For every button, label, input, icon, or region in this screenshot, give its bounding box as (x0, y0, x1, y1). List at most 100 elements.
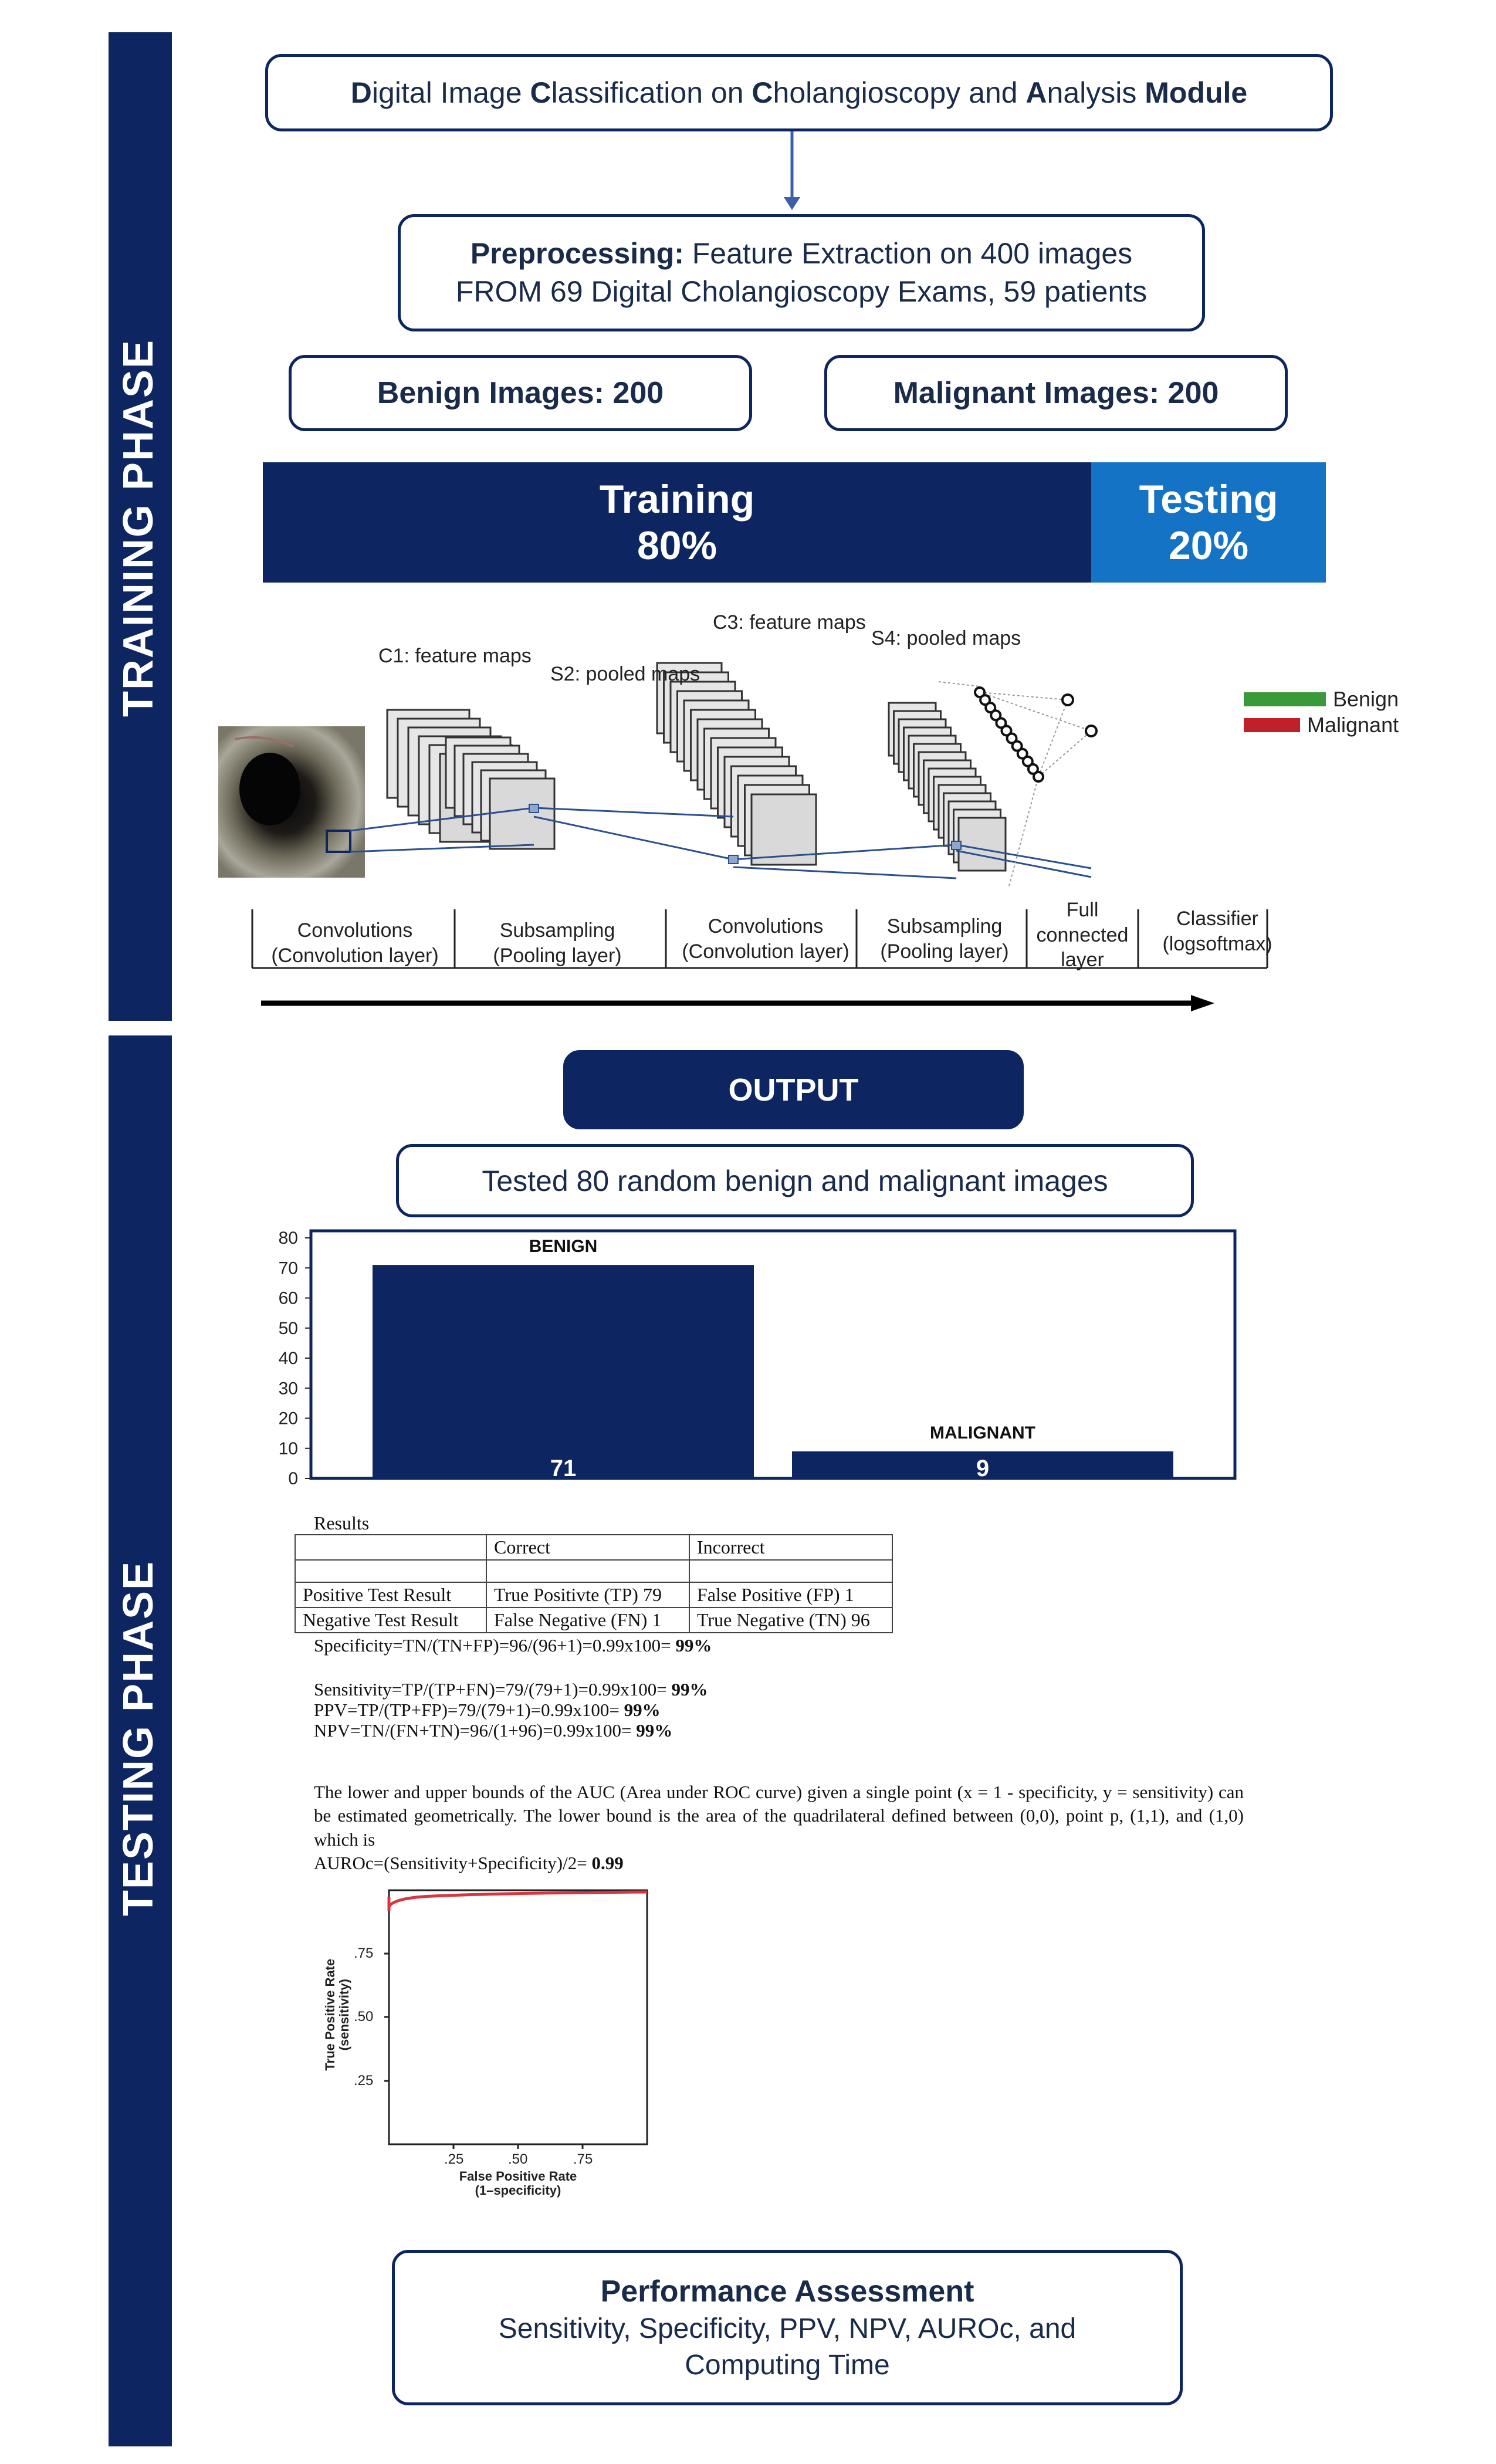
roc-xlabel: False Positive Rate (1–specificity) (459, 2169, 577, 2198)
s2-label: S2: pooled maps (550, 663, 700, 685)
bar-value-label: 71 (550, 1456, 577, 1481)
preprocessing-label: Preprocessing: (470, 237, 684, 270)
test-results-bar-chart: 80 70 60 50 40 30 20 10 0 BENIGN 71 MALIGNANT 9 (279, 1228, 1237, 1488)
training-split: Training 80% (263, 462, 1091, 583)
stage-convolutions-2: Convolutions (Convolution layer) (682, 915, 849, 963)
malignant-images-label: Malignant Images: 200 (893, 376, 1219, 410)
c3-label: C3: feature maps (713, 611, 866, 634)
table-header-cell: Correct (486, 1534, 690, 1561)
roc-curve-chart (384, 1889, 648, 2149)
module-title-part: holangioscopy and (773, 76, 1026, 109)
y-tick-label: 40 (279, 1349, 298, 1368)
layer-connectors (350, 807, 1092, 879)
pipeline-arrow (261, 995, 1214, 1011)
module-title-part: C (752, 76, 773, 109)
training-pct: 80% (637, 523, 717, 568)
ppv-formula: PPV=TP/(TP+FP)=79/(79+1)=0.99x100= 99% (314, 1700, 661, 1720)
roc-ticks (384, 1952, 584, 2149)
benign-images-box: Benign Images: 200 (289, 355, 752, 431)
y-tick-label: 10 (279, 1439, 298, 1458)
module-title-part: nalysis (1047, 76, 1145, 109)
tested-box: Tested 80 random benign and malignant im… (396, 1144, 1194, 1217)
preprocessing-line1: Feature Extraction on 400 images (683, 237, 1133, 270)
malignant-legend-label: Malignant (1307, 713, 1399, 737)
stage-subsampling-2: Subsampling (Pooling layer) (880, 915, 1009, 963)
stage-dividers (251, 909, 1268, 969)
table-row: Positive Test Result True Positivte (TP)… (295, 1582, 893, 1608)
y-tick-label: 20 (279, 1409, 298, 1429)
roc-ytick: .75 (354, 1945, 374, 1961)
down-arrow-icon (784, 131, 800, 210)
auc-paragraph: The lower and upper bounds of the AUC (A… (314, 1782, 1244, 1850)
y-tick-label: 60 (279, 1289, 298, 1308)
output-box: OUTPUT (563, 1050, 1024, 1129)
table-row: Negative Test Result False Negative (FN)… (295, 1607, 893, 1633)
y-tick-label: 70 (279, 1258, 298, 1278)
stage-convolutions-1: Convolutions (Convolution layer) (271, 919, 439, 967)
bar-category-label: MALIGNANT (930, 1423, 1035, 1443)
table-header-cell (295, 1534, 487, 1561)
output-label: OUTPUT (728, 1072, 859, 1108)
module-title-part: lassification on (551, 76, 752, 109)
cholangioscopy-image (218, 726, 365, 878)
results-caption: Results (314, 1512, 370, 1534)
stage-classifier: Classifier (logsoftmax) (1162, 908, 1272, 955)
bar-malignant (792, 1451, 1173, 1478)
roc-xtick: .75 (573, 2151, 593, 2167)
cnn-architecture-diagram (218, 662, 1268, 1011)
roc-ytick: .50 (354, 2009, 374, 2025)
preprocessing-line2: FROM 69 Digital Cholangioscopy Exams, 59… (455, 275, 1148, 308)
auroc-formula: AUROc=(Sensitivity+Specificity)/2= 0.99 (314, 1853, 624, 1873)
module-title-text: Digital Image Classification on Cholangi… (351, 76, 1248, 110)
performance-assessment-box: Performance Assessment Sensitivity, Spec… (392, 2250, 1183, 2405)
testing-phase-label: TESTING PHASE (115, 1560, 162, 1917)
module-title-box: Digital Image Classification on Cholangi… (265, 54, 1333, 131)
stage-full-connected: Full connected layer (1036, 899, 1129, 971)
roc-curve (387, 1890, 648, 1908)
y-tick-label: 0 (288, 1469, 298, 1488)
specificity-formula: Specificity=TN/(TN+FP)=96/(96+1)=0.99x10… (314, 1635, 712, 1656)
npv-formula: NPV=TN/(FN+TN)=96/(1+96)=0.99x100= 99% (314, 1720, 673, 1741)
y-tick-label: 50 (279, 1319, 298, 1338)
performance-line2: Computing Time (685, 2349, 890, 2381)
c3-feature-maps (656, 662, 817, 866)
y-tick-label: 30 (279, 1379, 298, 1398)
benign-legend-label: Benign (1333, 687, 1399, 711)
testing-label: Testing (1139, 477, 1278, 522)
testing-split: Testing 20% (1091, 462, 1326, 583)
c1-label: C1: feature maps (378, 645, 532, 667)
bar-category-label: BENIGN (529, 1237, 598, 1256)
module-title-part: D (350, 76, 372, 109)
performance-title: Performance Assessment (600, 2274, 974, 2309)
preprocessing-box: Preprocessing: Feature Extraction on 400… (398, 214, 1205, 331)
testing-pct: 20% (1168, 523, 1249, 568)
s4-pooled-maps (888, 702, 1007, 872)
module-title-part: igital Image (371, 76, 530, 109)
roc-xtick: .25 (444, 2151, 464, 2167)
module-title-part: Module (1145, 76, 1248, 109)
roc-xtick: .50 (508, 2151, 528, 2167)
module-title-part: A (1025, 76, 1047, 109)
y-tick-label: 80 (279, 1228, 298, 1248)
training-phase-label: TRAINING PHASE (115, 339, 162, 717)
roc-ylabel: True Positive Rate (sensitivity) (322, 1958, 351, 2071)
benign-images-label: Benign Images: 200 (377, 376, 664, 410)
malignant-images-box: Malignant Images: 200 (824, 355, 1288, 431)
s4-label: S4: pooled maps (871, 627, 1021, 649)
testing-phase-bar (109, 1035, 172, 2446)
results-table: Correct Incorrect Positive Test Result T… (295, 1534, 893, 1633)
sensitivity-formula: Sensitivity=TP/(TP+FN)=79/(79+1)=0.99x10… (314, 1679, 708, 1700)
stage-subsampling-1: Subsampling (Pooling layer) (493, 919, 622, 967)
table-header-cell: Incorrect (689, 1534, 893, 1561)
benign-legend-swatch (1244, 692, 1326, 706)
training-phase-bar (109, 32, 172, 1021)
malignant-legend-swatch (1244, 718, 1300, 732)
classifier-legend: Benign Malignant (1244, 686, 1399, 738)
module-title-part: C (530, 76, 551, 109)
roc-ytick: .25 (354, 2073, 374, 2089)
tested-label: Tested 80 random benign and malignant im… (482, 1164, 1108, 1197)
fully-connected-layer (938, 681, 1098, 886)
bar-benign (373, 1265, 754, 1478)
performance-line1: Sensitivity, Specificity, PPV, NPV, AURO… (498, 2313, 1077, 2345)
bar-value-label: 9 (976, 1456, 989, 1481)
